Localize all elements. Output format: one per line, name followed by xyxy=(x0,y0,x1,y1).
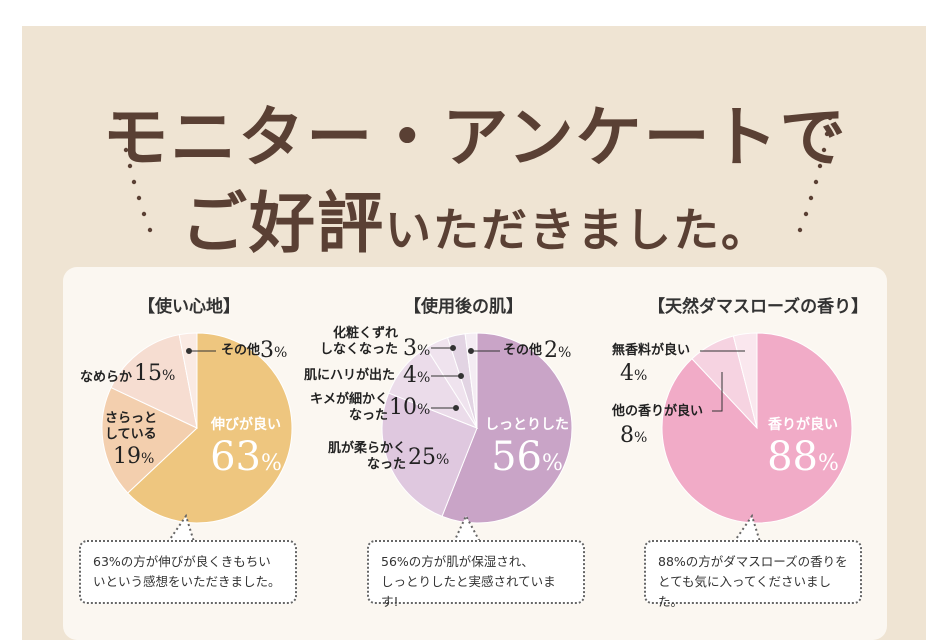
c3-good-scent-pct: 88% xyxy=(767,434,839,480)
c3-unscented-label: 無香料が良い xyxy=(612,343,691,358)
c1-smooth-label: なめらか xyxy=(80,370,133,385)
pie-0-slice-3 xyxy=(178,332,198,429)
c2-texture-label: キメが細かく なった xyxy=(309,392,388,423)
pie-0-slice-0 xyxy=(127,332,293,524)
pie-1-slice-0 xyxy=(441,332,573,524)
c2-soft-label: 肌が柔らかく なった xyxy=(327,441,406,472)
heading-line-1: モニター・アンケートで xyxy=(102,98,848,176)
c2-firm-label: 肌にハリが出た xyxy=(304,368,396,383)
c2-texture-pct: 10% xyxy=(389,395,431,420)
heading-line-2-small: いただきました。 xyxy=(385,203,769,257)
comment-bubble-usability: 63%の方が伸びが良くきもちい いという感想をいただきました。 xyxy=(79,540,297,604)
dotted-bracket-left xyxy=(117,115,153,233)
c1-spread-pct: 63% xyxy=(210,434,282,480)
c1-silky-label: さらっと している xyxy=(105,411,158,442)
c2-moist-pct: 56% xyxy=(491,434,563,480)
c1-spread-label: 伸びが良い xyxy=(211,417,281,433)
chart-title-usability: 【使い心地】 xyxy=(138,297,240,317)
c2-makeup-label: 化粧くずれ しなくなった xyxy=(319,326,398,357)
c3-other-scent-label: 他の香りが良い xyxy=(612,404,704,419)
dotted-bracket-right xyxy=(797,115,833,233)
heading-line-2: ご好評いただきました。 xyxy=(0,170,950,266)
pie-usability xyxy=(101,332,293,524)
pie-2-slice-2 xyxy=(732,332,758,429)
c2-other-label: その他 xyxy=(503,343,543,358)
c1-other-pct: 3% xyxy=(260,338,288,363)
pie-0-slice-2 xyxy=(110,334,198,429)
comment-bubble-scent: 88%の方がダマスローズの香りを とても気に入ってくださいました。 xyxy=(644,540,862,609)
c2-other-pct: 2% xyxy=(544,338,572,363)
chart-title-skin: 【使用後の肌】 xyxy=(404,297,523,317)
leader-lines xyxy=(186,345,745,412)
c3-good-scent-label: 香りが良い xyxy=(768,417,838,433)
c1-silky-pct: 19% xyxy=(113,444,155,469)
c2-makeup-pct: 3% xyxy=(403,336,431,361)
comment-bubble-skin: 56%の方が肌が保湿され、 しっとりしたと実感されています! xyxy=(367,540,585,609)
c1-smooth-pct: 15% xyxy=(134,361,176,386)
pie-0-slice-1 xyxy=(101,386,198,494)
pie-1-slice-5 xyxy=(464,332,478,429)
pie-scent xyxy=(661,332,853,524)
c2-moist-label: しっとりした xyxy=(485,417,569,433)
c3-unscented-pct: 4% xyxy=(620,361,648,386)
heading-line-2-big: ご好評 xyxy=(181,184,385,262)
c2-soft-pct: 25% xyxy=(408,445,450,470)
c3-other-scent-pct: 8% xyxy=(620,423,648,448)
chart-title-scent: 【天然ダマスローズの香り】 xyxy=(648,297,869,317)
c1-other-label: その他 xyxy=(221,343,261,358)
c2-firm-pct: 4% xyxy=(403,363,431,388)
pie-1-slice-1 xyxy=(381,392,478,517)
